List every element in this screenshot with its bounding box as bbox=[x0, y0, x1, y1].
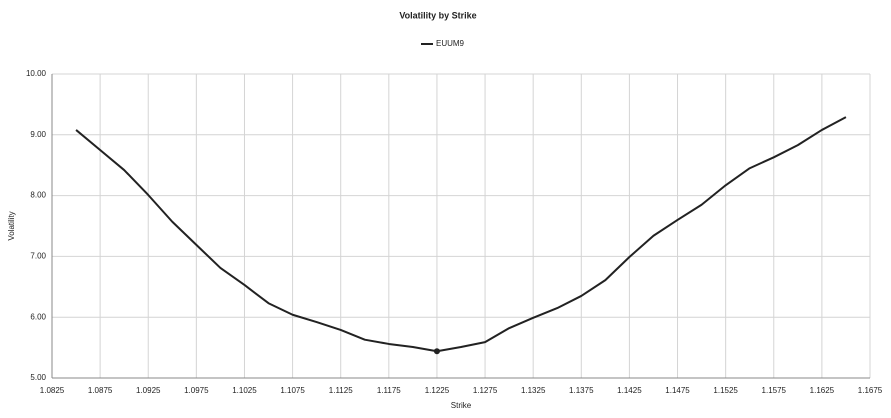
x-tick-label: 1.1625 bbox=[810, 386, 835, 395]
y-tick-label: 7.00 bbox=[30, 252, 46, 261]
x-tick-label: 1.1275 bbox=[473, 386, 498, 395]
x-tick-label: 1.1425 bbox=[617, 386, 642, 395]
y-tick-label: 8.00 bbox=[30, 191, 46, 200]
x-tick-label: 1.0875 bbox=[88, 386, 113, 395]
x-tick-label: 1.1175 bbox=[377, 386, 401, 395]
x-tick-label: 1.1325 bbox=[521, 386, 546, 395]
x-tick-label: 1.0825 bbox=[40, 386, 65, 395]
x-axis-label: Strike bbox=[451, 401, 472, 410]
x-tick-label: 1.1475 bbox=[665, 386, 690, 395]
x-tick-label: 1.1125 bbox=[329, 386, 353, 395]
data-line bbox=[75, 116, 847, 353]
y-tick-label: 10.00 bbox=[26, 69, 47, 78]
x-tick-label: 1.1025 bbox=[232, 386, 257, 395]
highlight-point bbox=[433, 348, 440, 355]
x-tick-label: 1.1575 bbox=[762, 386, 787, 395]
x-tick-label: 1.0975 bbox=[184, 386, 209, 395]
y-tick-label: 9.00 bbox=[30, 130, 46, 139]
x-tick-label: 1.1225 bbox=[425, 386, 450, 395]
x-tick-label: 1.1675 bbox=[858, 386, 883, 395]
x-tick-label: 1.1075 bbox=[280, 386, 305, 395]
x-tick-label: 1.0925 bbox=[136, 386, 161, 395]
y-tick-label: 6.00 bbox=[30, 312, 46, 321]
x-tick-label: 1.1375 bbox=[569, 386, 594, 395]
y-axis-label: Volatility bbox=[7, 211, 16, 240]
legend-label: EUUM9 bbox=[436, 39, 465, 48]
chart-title: Volatility by Strike bbox=[399, 10, 476, 20]
x-tick-label: 1.1525 bbox=[713, 386, 738, 395]
y-tick-label: 5.00 bbox=[30, 373, 46, 382]
